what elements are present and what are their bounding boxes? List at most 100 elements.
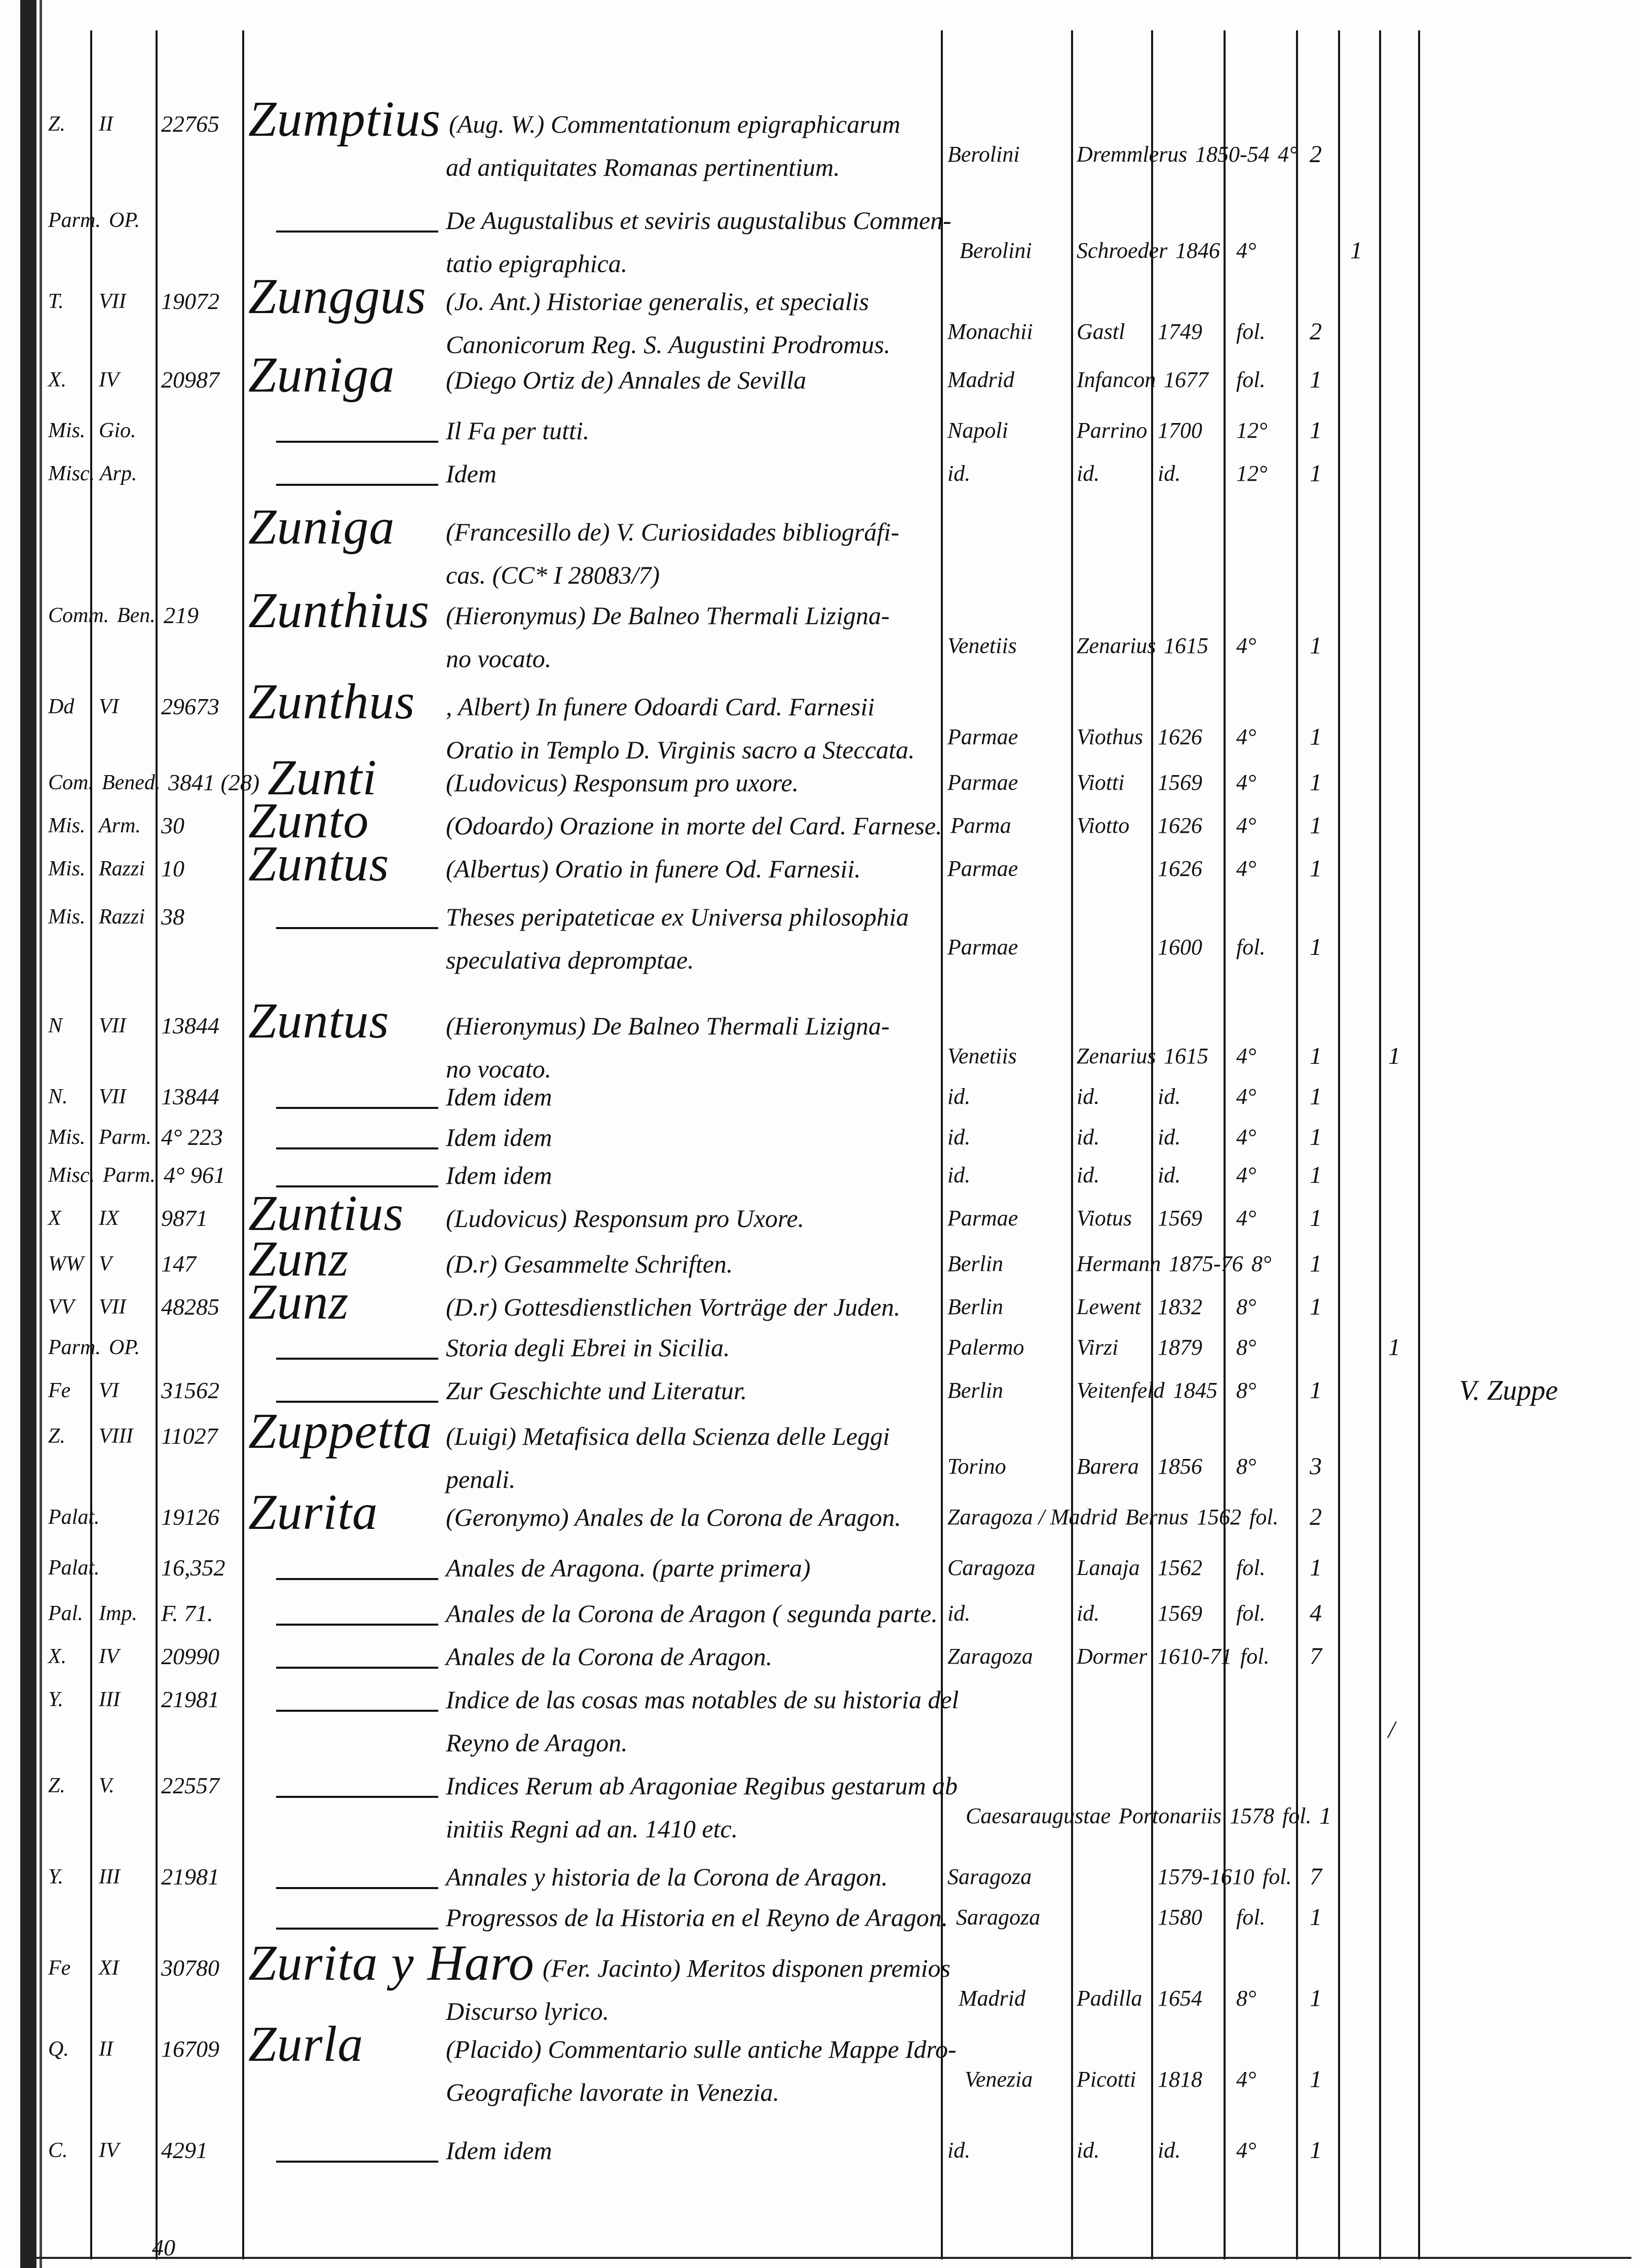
press-mark: III xyxy=(99,1865,120,1889)
title-line: Anales de la Corona de Aragon. xyxy=(446,1642,773,1671)
volumes: 1 xyxy=(1310,812,1322,839)
press-mark: VII xyxy=(99,1014,126,1037)
volumes: 1 xyxy=(1310,460,1322,487)
shelf-mark: Mis. xyxy=(48,857,86,880)
author-heading: Zurita xyxy=(248,1484,378,1540)
publisher: id. xyxy=(1077,1084,1100,1109)
title-line: (Ludovicus) Responsum pro Uxore. xyxy=(446,1204,805,1233)
format: 4° xyxy=(1236,770,1256,795)
shelf-mark: Mis. xyxy=(48,419,86,442)
place-of-publication: Napoli xyxy=(947,418,1008,443)
inventory-number: 19126 xyxy=(161,1504,219,1530)
shelf-mark: X. xyxy=(48,368,67,392)
inventory-number: 21981 xyxy=(161,1686,219,1712)
place-of-publication: Parmae xyxy=(947,770,1018,795)
place-of-publication: id. xyxy=(947,1163,971,1187)
shelf-mark: Mis. xyxy=(48,905,86,929)
title-line: (D.r) Gesammelte Schriften. xyxy=(446,1250,733,1278)
place-of-publication: Palermo xyxy=(947,1335,1024,1360)
ditto-dash xyxy=(276,1107,438,1109)
format: 4° xyxy=(1236,633,1256,658)
format: fol. xyxy=(1236,367,1266,392)
place-of-publication: Berlin xyxy=(947,1294,1003,1319)
publisher: Picotti xyxy=(1077,2066,1136,2092)
place-of-publication: id. xyxy=(947,1084,971,1109)
title-line: Reyno de Aragon. xyxy=(446,1728,628,1757)
shelf-mark: Palat. xyxy=(48,1556,100,1580)
title-line: Theses peripateticae ex Universa philoso… xyxy=(446,903,909,931)
column-rule xyxy=(1418,30,1420,2259)
title-line: tatio epigraphica. xyxy=(446,249,628,278)
author-heading: Zunz xyxy=(248,1231,349,1287)
year: 1626 xyxy=(1158,856,1202,881)
place-of-publication: Venetiis xyxy=(947,633,1017,658)
author-heading: Zunto xyxy=(248,792,369,849)
format: 12° xyxy=(1236,418,1268,443)
place-of-publication: Berolini xyxy=(947,141,1020,167)
ditto-dash xyxy=(276,1358,438,1360)
inventory-number: F. 71. xyxy=(161,1600,213,1626)
ditto-dash xyxy=(276,1710,438,1712)
format: 8° xyxy=(1236,1453,1256,1479)
shelf-mark: Mis. xyxy=(48,814,86,837)
year: 1845 xyxy=(1173,1378,1217,1403)
volumes: 1 xyxy=(1310,1904,1322,1931)
press-mark: IV xyxy=(99,368,119,392)
binding-rule xyxy=(40,0,42,2268)
volumes: 1 xyxy=(1310,2065,1322,2093)
year: 1875-76 xyxy=(1169,1251,1243,1276)
press-mark: II xyxy=(99,2038,113,2061)
column-rule xyxy=(156,30,158,2259)
publisher: id. xyxy=(1077,461,1100,486)
author-heading: Zuniga xyxy=(248,498,395,555)
publisher: Lanaja xyxy=(1077,1555,1140,1580)
volumes: 2 xyxy=(1310,140,1322,168)
title-line: Annales y historia de la Corona de Arago… xyxy=(446,1863,888,1891)
author-heading: Zurita y Haro xyxy=(248,1935,535,1991)
ditto-dash xyxy=(276,2161,438,2163)
inventory-number: 20987 xyxy=(161,367,219,393)
author-heading: Zunthus xyxy=(248,673,415,729)
shelf-mark: Dd xyxy=(48,695,74,718)
year: 1569 xyxy=(1158,1206,1202,1231)
year: 1562 xyxy=(1197,1505,1241,1529)
press-mark: OP. xyxy=(109,209,140,232)
inventory-number: 9871 xyxy=(161,1205,208,1231)
shelf-mark: X xyxy=(48,1207,61,1230)
year: 1832 xyxy=(1158,1294,1202,1319)
publisher: Hermann xyxy=(1077,1251,1161,1276)
publisher: Viotto xyxy=(1077,813,1130,838)
year: 1856 xyxy=(1158,1453,1202,1479)
inventory-number: 4° 223 xyxy=(161,1124,223,1150)
volumes: 1 xyxy=(1310,769,1322,796)
title-line: Geografiche lavorate in Venezia. xyxy=(446,2078,780,2106)
inventory-number: 48285 xyxy=(161,1294,219,1320)
format: 4° xyxy=(1236,1043,1256,1068)
column-rule xyxy=(1071,30,1073,2259)
press-mark: Gio. xyxy=(99,419,136,442)
publisher: Parrino xyxy=(1077,418,1148,443)
publisher: Viotti xyxy=(1077,770,1125,795)
volumes: 1 xyxy=(1310,1984,1322,2012)
press-mark: Parm. xyxy=(103,1164,156,1187)
ditto-dash xyxy=(276,1401,438,1403)
inventory-number: 30780 xyxy=(161,1955,219,1981)
press-mark: VI xyxy=(99,695,119,718)
title-line: Idem idem xyxy=(446,2136,552,2165)
year: 1879 xyxy=(1158,1335,1202,1360)
press-mark: VI xyxy=(99,1379,119,1402)
title-line: (Ludovicus) Responsum pro uxore. xyxy=(446,768,799,797)
place-of-publication: Caragoza xyxy=(947,1555,1036,1580)
inventory-number: 13844 xyxy=(161,1013,219,1039)
press-mark: III xyxy=(99,1688,120,1711)
ditto-dash xyxy=(276,1667,438,1669)
bottom-rule xyxy=(20,2257,1631,2259)
author-heading: Zunthius xyxy=(248,582,430,638)
shelf-mark: C. xyxy=(48,2139,68,2162)
format: 12° xyxy=(1236,461,1268,486)
shelf-mark: Fe xyxy=(48,1956,71,1980)
place-of-publication: Caesaraugustae xyxy=(966,1803,1111,1828)
volumes: 1 xyxy=(1310,366,1322,393)
year: id. xyxy=(1158,1084,1181,1109)
title-line: speculativa depromptae. xyxy=(446,946,694,974)
